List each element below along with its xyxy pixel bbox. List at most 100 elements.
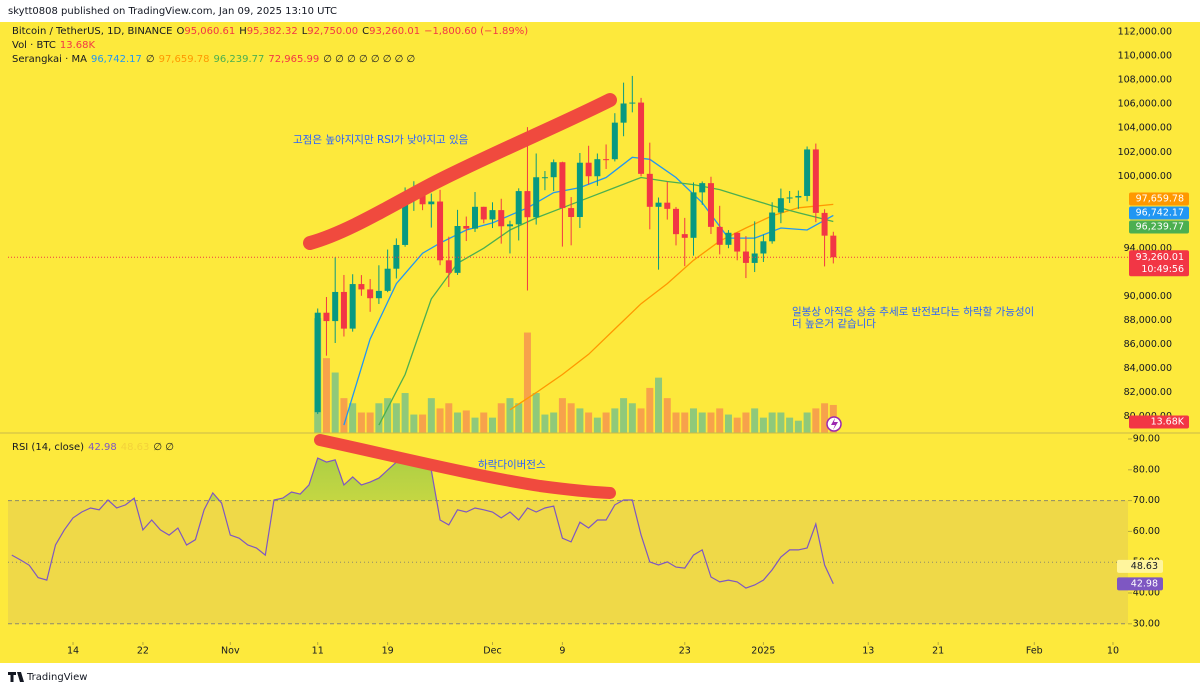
candle-body bbox=[472, 206, 479, 229]
candle-body bbox=[655, 202, 662, 207]
x-tick-label: 14 bbox=[67, 646, 79, 657]
x-tick-label: 11 bbox=[312, 646, 324, 657]
candle-body bbox=[314, 312, 321, 413]
volume-bar bbox=[462, 410, 470, 433]
candle-body bbox=[804, 149, 811, 196]
volume-bar bbox=[427, 398, 435, 433]
x-tick-label: 10 bbox=[1107, 646, 1119, 657]
candle-body bbox=[769, 212, 776, 242]
legend-item: 96,239.77 bbox=[213, 54, 264, 65]
x-tick-label: 2025 bbox=[751, 646, 775, 657]
rsi-tag-text: 42.98 bbox=[1131, 578, 1158, 589]
legend-item: −1,800.60 (−1.89%) bbox=[424, 26, 528, 37]
candle-body bbox=[664, 202, 671, 209]
candle-body bbox=[594, 159, 601, 177]
volume-bar bbox=[716, 408, 724, 433]
rsi-tick-label: 90.00 bbox=[1133, 434, 1160, 445]
legend: Serangkai · MA 96,742.17 ∅ 97,659.78 96,239.… bbox=[12, 54, 415, 65]
rsi-overbought-fill bbox=[107, 458, 633, 501]
candle-body bbox=[742, 251, 749, 263]
volume-bar bbox=[384, 398, 392, 433]
volume-bar bbox=[777, 412, 785, 433]
rsi-tick-label: 40.00 bbox=[1133, 588, 1160, 599]
candle-body bbox=[777, 198, 784, 213]
candle-body bbox=[576, 162, 583, 217]
ma-tag-bg bbox=[1129, 192, 1189, 206]
volume-bar bbox=[392, 403, 400, 433]
rsi-ma-tag-text: 48.63 bbox=[1131, 561, 1158, 572]
volume-bar bbox=[401, 393, 409, 433]
volume-bar bbox=[550, 412, 558, 433]
candle-body bbox=[681, 234, 688, 238]
legend-item: 96,742.17 bbox=[91, 54, 142, 65]
volume-bar bbox=[410, 414, 418, 433]
volume-bar bbox=[681, 412, 689, 433]
legend-item: Bitcoin / TetherUS, 1D, BINANCE bbox=[12, 26, 172, 37]
legend: RSI (14, close) 42.98 48.63 ∅ ∅ bbox=[12, 442, 174, 453]
rsi-ma-tag-bg bbox=[1117, 559, 1163, 573]
candle-body bbox=[358, 284, 365, 290]
volume-bar bbox=[786, 417, 794, 433]
candle-body bbox=[821, 212, 828, 236]
volume-bar bbox=[611, 408, 619, 433]
brand: TradingView bbox=[26, 672, 87, 683]
x-tick-label: Feb bbox=[1026, 646, 1043, 657]
candle-body bbox=[699, 183, 706, 193]
volume-bar bbox=[602, 412, 610, 433]
annotation: 일봉상 아직은 상승 추세로 반전보다는 하락할 가능성이 bbox=[792, 305, 1034, 318]
y-tick-label: 108,000.00 bbox=[1118, 75, 1172, 86]
volume-bar bbox=[759, 417, 767, 433]
rsi-tick-label: 30.00 bbox=[1133, 618, 1160, 629]
x-tick-label: Dec bbox=[483, 646, 501, 657]
candle-body bbox=[445, 260, 452, 273]
legend-item: 95,060.61 bbox=[184, 26, 235, 37]
countdown: 10:49:56 bbox=[1141, 264, 1184, 275]
legend-item: RSI (14, close) bbox=[12, 442, 84, 453]
x-tick-label: 23 bbox=[679, 646, 691, 657]
legend-item: ∅ ∅ ∅ ∅ ∅ ∅ ∅ ∅ bbox=[323, 54, 415, 65]
trend-stroke bbox=[303, 93, 617, 250]
y-tick-label: 84,000.00 bbox=[1124, 363, 1172, 374]
y-tick-label: 100,000.00 bbox=[1118, 171, 1172, 182]
candle-body bbox=[795, 195, 802, 198]
rsi-tick-label: 60.00 bbox=[1133, 526, 1160, 537]
candle-body bbox=[541, 177, 548, 179]
volume-bar bbox=[375, 403, 383, 433]
candle-body bbox=[629, 102, 636, 104]
y-tick-label: 112,000.00 bbox=[1118, 27, 1172, 38]
ma-tag: 97,659.78 bbox=[1129, 192, 1189, 206]
legend-item: L bbox=[302, 26, 308, 37]
candle-body bbox=[480, 206, 487, 220]
rsi-tick-label: 80.00 bbox=[1133, 464, 1160, 475]
rsi-trend-stroke bbox=[314, 434, 616, 499]
rsi-ma-tag: 48.63 bbox=[1117, 559, 1163, 573]
candle-body bbox=[375, 290, 382, 299]
legend-item: 42.98 bbox=[88, 442, 117, 453]
volume-bar bbox=[488, 417, 496, 433]
volume-bar bbox=[322, 358, 330, 433]
volume-bar bbox=[523, 332, 531, 433]
published: skytt0808 published on TradingView.com, … bbox=[8, 6, 337, 17]
volume-bar bbox=[331, 372, 339, 433]
volume-bar bbox=[366, 412, 374, 433]
ma-tag: 96,239.77 bbox=[1129, 220, 1189, 234]
candle-body bbox=[489, 210, 496, 220]
annotation: 더 높은거 같습니다 bbox=[792, 318, 876, 330]
legend-item: ∅ ∅ bbox=[153, 442, 174, 453]
candle-body bbox=[550, 162, 557, 178]
legend-item: 72,965.99 bbox=[268, 54, 319, 65]
legend: Vol · BTC 13.68K bbox=[12, 40, 96, 51]
rsi-tick-label: 70.00 bbox=[1133, 495, 1160, 506]
candle-body bbox=[506, 224, 513, 227]
candle-body bbox=[603, 159, 610, 161]
candle-body bbox=[620, 103, 627, 123]
legend: Bitcoin / TetherUS, 1D, BINANCE O95,060.6… bbox=[12, 26, 528, 37]
x-tick-label: Nov bbox=[221, 646, 240, 657]
volume-bar bbox=[663, 398, 671, 433]
volume-bar bbox=[471, 417, 479, 433]
moving-average bbox=[378, 176, 834, 426]
ma-tag-text: 97,659.78 bbox=[1136, 193, 1184, 204]
candle-body bbox=[734, 232, 741, 252]
candle-body bbox=[725, 232, 732, 245]
